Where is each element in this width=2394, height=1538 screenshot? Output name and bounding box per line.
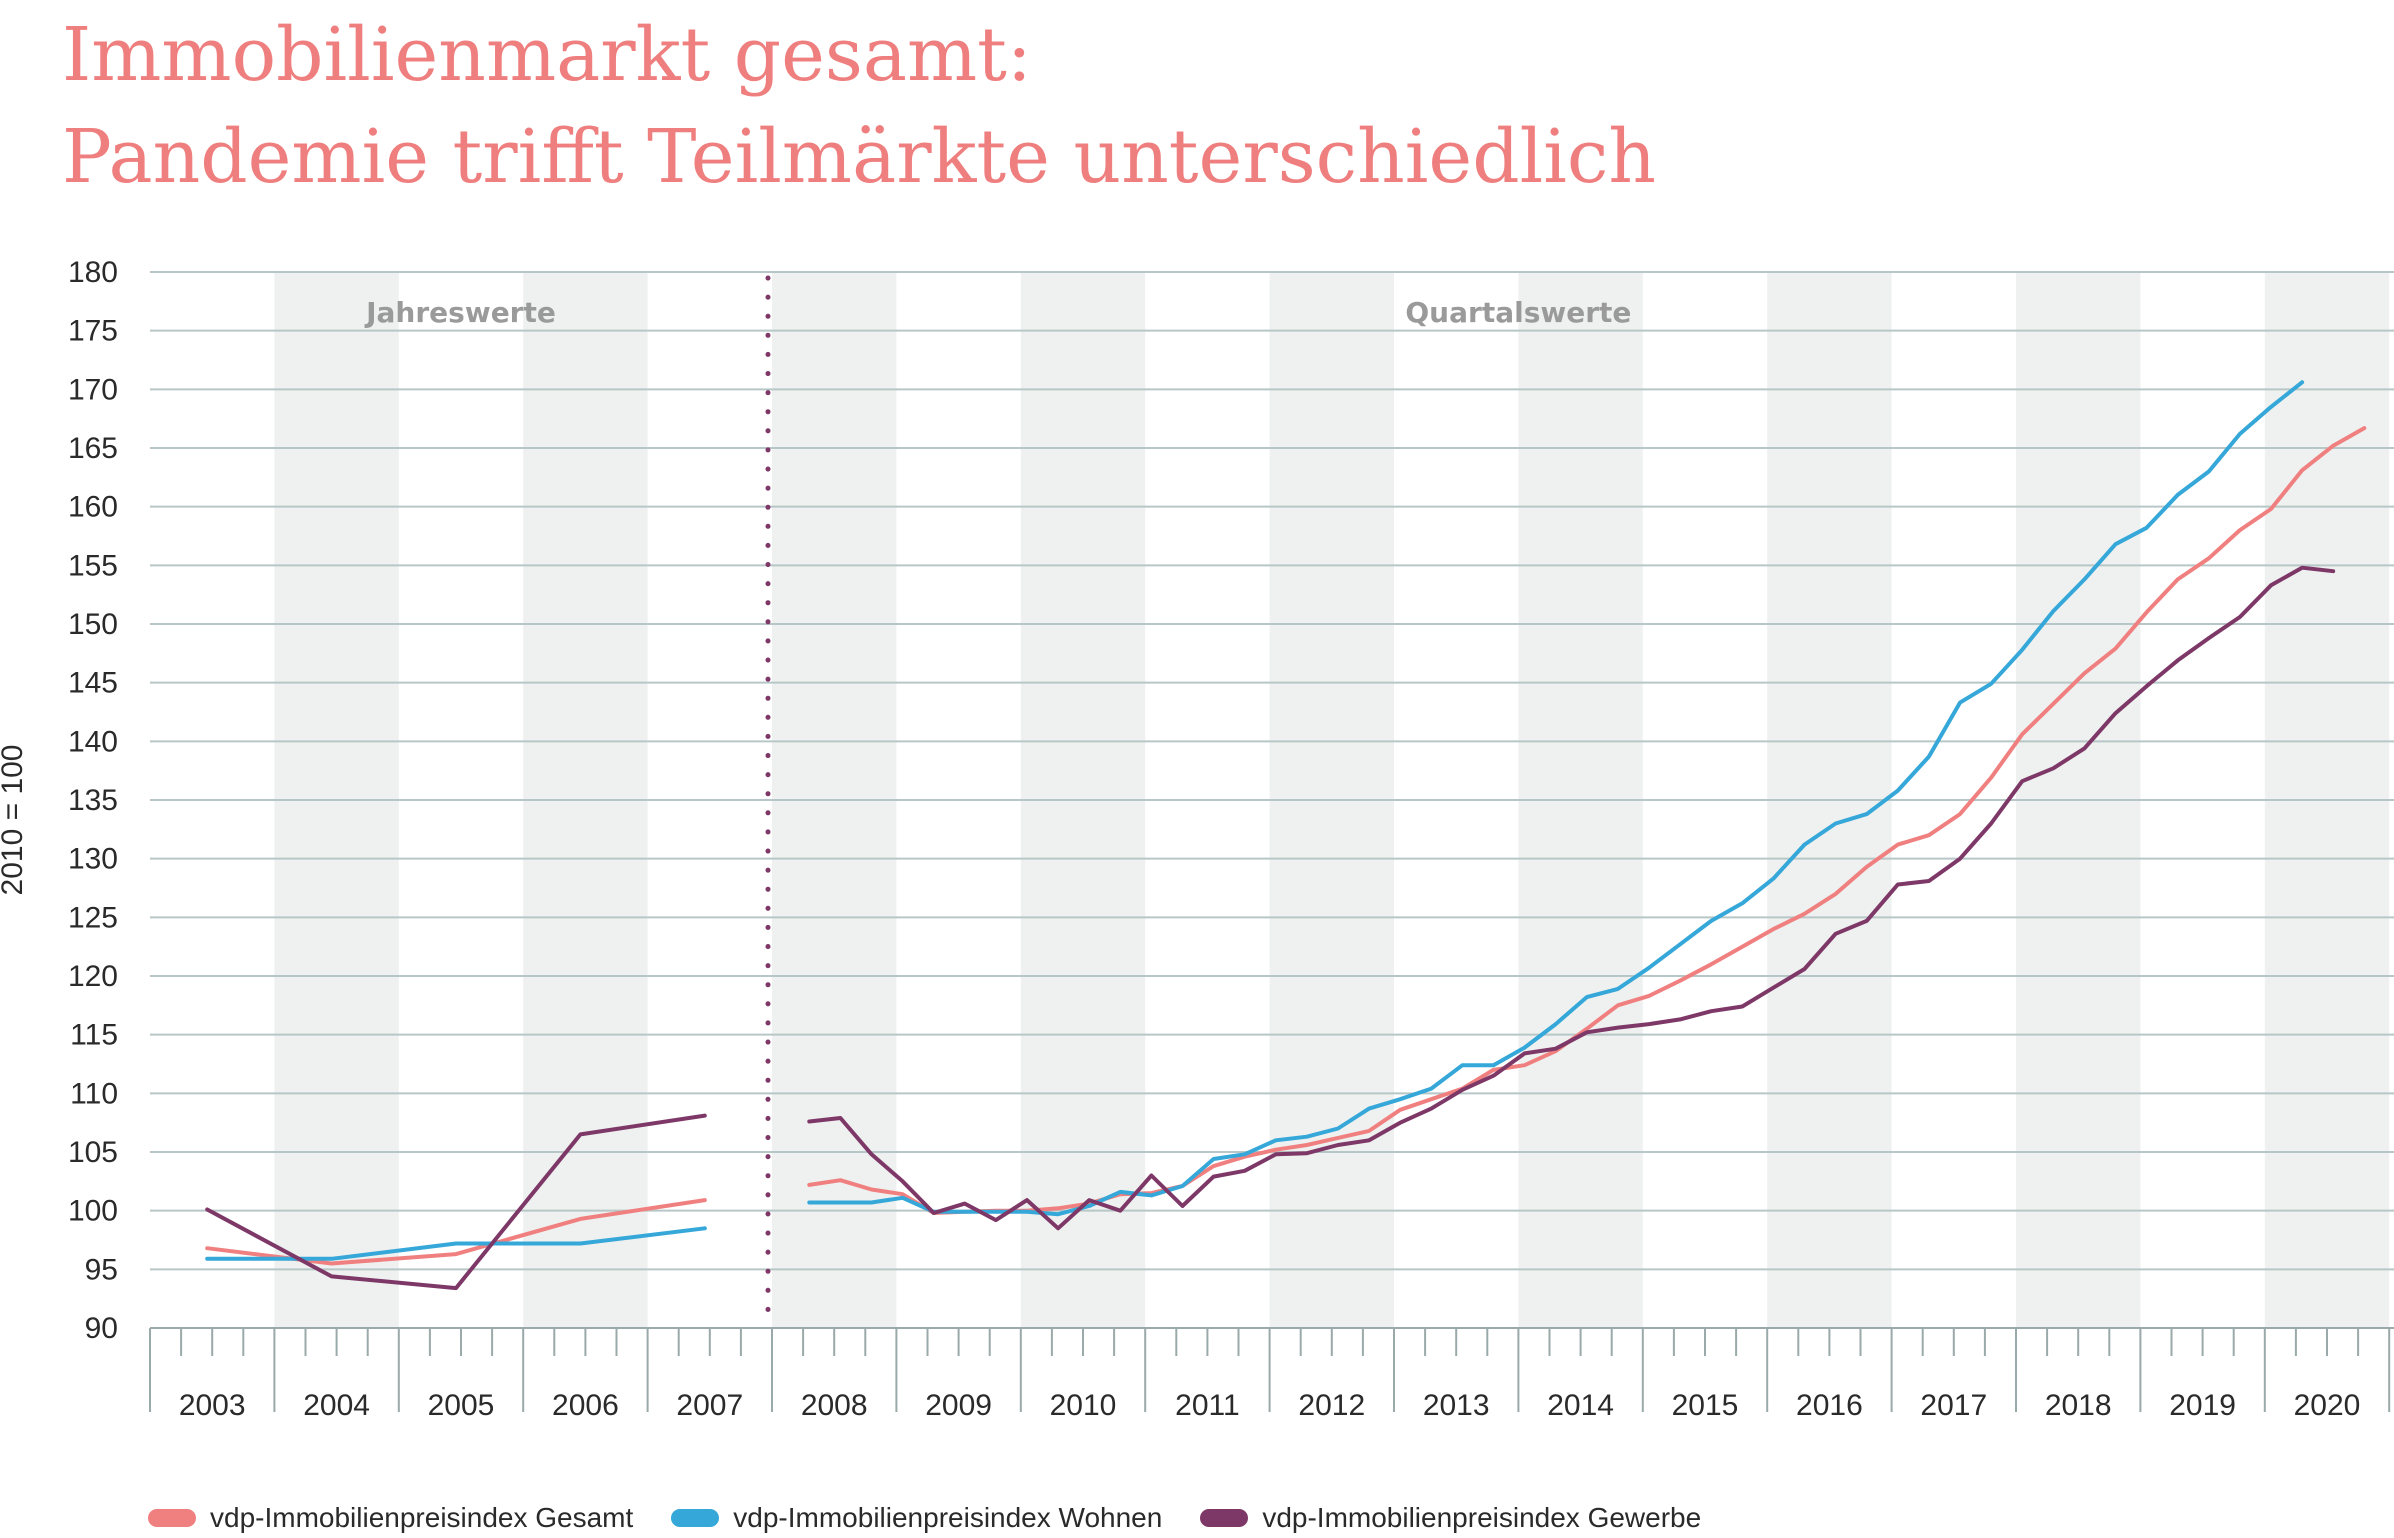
- x-tick-label: 2018: [2045, 1389, 2112, 1422]
- legend-swatch-gewerbe: [1200, 1509, 1249, 1527]
- x-tick-label: 2003: [179, 1389, 246, 1422]
- legend-item-wohnen: vdp-Immobilienpreisindex Wohnen: [671, 1502, 1162, 1534]
- legend-item-gesamt: vdp-Immobilienpreisindex Gesamt: [148, 1502, 633, 1534]
- y-tick-label: 95: [85, 1253, 118, 1286]
- y-axis: 90 95 100 105 110 115 120 125 130 135 140 145 150 155…: [68, 256, 118, 1345]
- legend-swatch-gesamt: [148, 1509, 196, 1527]
- x-tick-label: 2013: [1423, 1389, 1490, 1422]
- chart-title: Immobilienmarkt gesamt: Pandemie trifft …: [62, 4, 1656, 208]
- y-tick-label: 160: [68, 491, 118, 524]
- y-tick-label: 130: [68, 843, 118, 876]
- y-axis-label: 2010 = 100: [0, 745, 29, 896]
- section-label-quarterly: Quartalswerte: [1405, 296, 1631, 329]
- y-tick-label: 120: [68, 960, 118, 993]
- y-tick-label: 115: [70, 1019, 118, 1052]
- y-tick-label: 90: [85, 1312, 118, 1345]
- legend-swatch-wohnen: [671, 1509, 720, 1527]
- y-tick-label: 145: [68, 667, 118, 700]
- x-tick-label: 2006: [552, 1389, 619, 1422]
- legend-label-gesamt: vdp-Immobilienpreisindex Gesamt: [210, 1502, 634, 1533]
- series-line-gewerbe-annual: [205, 1113, 707, 1291]
- x-axis: 2003 2004 2005 2006 2007 2008 2009 2010 2011 2012…: [149, 1327, 2394, 1422]
- y-tick-label: 100: [68, 1195, 118, 1228]
- series-line-wohnen-annual: [205, 1226, 707, 1261]
- y-tick-label: 175: [68, 315, 118, 348]
- x-tick-label: 2008: [801, 1389, 868, 1422]
- y-tick-label: 135: [68, 784, 118, 817]
- series-lines: [205, 380, 2367, 1291]
- series-line-wohnen-quarterly: [807, 380, 2305, 1217]
- section-labels: Jahreswerte Quartalswerte: [364, 296, 1631, 329]
- legend-item-gewerbe: vdp-Immobilienpreisindex Gewerbe: [1200, 1502, 1701, 1534]
- x-tick-label: 2004: [303, 1389, 370, 1422]
- legend-label-wohnen: vdp-Immobilienpreisindex Wohnen: [733, 1502, 1163, 1533]
- y-tick-label: 180: [68, 256, 118, 289]
- x-tick-label: 2011: [1175, 1389, 1240, 1422]
- x-tick-label: 2019: [2169, 1389, 2236, 1422]
- chart-title-line-2: Pandemie trifft Teilmärkte unterschiedli…: [62, 114, 1657, 200]
- x-tick-label: 2017: [1920, 1389, 1987, 1422]
- x-tick-label: 2016: [1796, 1389, 1863, 1422]
- x-tick-label: 2020: [2294, 1389, 2361, 1422]
- x-tick-label: 2015: [1672, 1389, 1739, 1422]
- series-line-gesamt-quarterly: [807, 426, 2367, 1215]
- y-tick-label: 155: [68, 549, 118, 582]
- y-tick-label: 105: [68, 1136, 118, 1169]
- line-chart: 90 95 100 105 110 115 120 125 130 135 140 145 150 155…: [0, 256, 2394, 1422]
- x-tick-label: 2014: [1547, 1389, 1614, 1422]
- legend: vdp-Immobilienpreisindex Gesamt vdp-Immo…: [148, 1498, 1739, 1538]
- x-tick-label: 2010: [1050, 1389, 1117, 1422]
- section-label-annual: Jahreswerte: [364, 296, 556, 329]
- series-line-gewerbe-quarterly: [807, 565, 2336, 1231]
- y-tick-label: 150: [68, 608, 118, 641]
- x-tick-label: 2012: [1298, 1389, 1365, 1422]
- y-tick-label: 165: [68, 432, 118, 465]
- x-tick-label: 2007: [676, 1389, 743, 1422]
- x-tick-label: 2009: [925, 1389, 992, 1422]
- x-tick-label: 2005: [428, 1389, 495, 1422]
- y-tick-label: 110: [70, 1077, 118, 1110]
- legend-label-gewerbe: vdp-Immobilienpreisindex Gewerbe: [1262, 1502, 1702, 1533]
- y-tick-label: 170: [68, 373, 118, 406]
- chart-title-line-1: Immobilienmarkt gesamt:: [62, 12, 1032, 98]
- y-tick-label: 140: [68, 725, 118, 758]
- y-tick-label: 125: [68, 901, 118, 934]
